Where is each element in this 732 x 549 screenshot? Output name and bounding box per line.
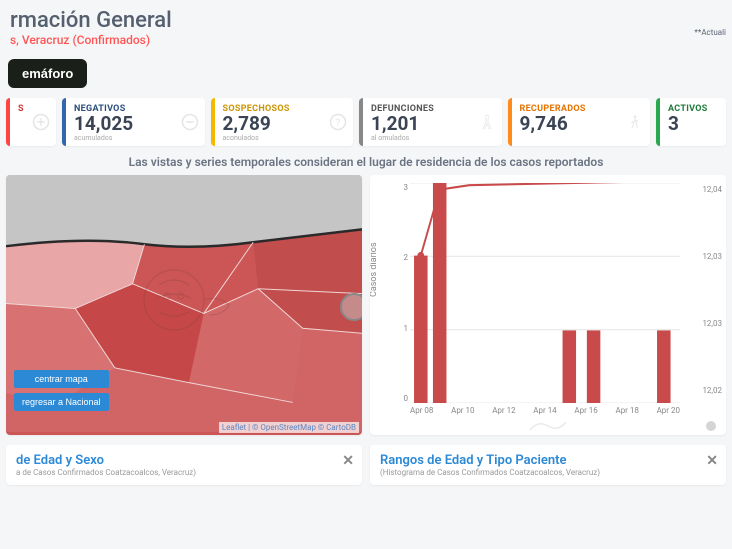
semaforo-button[interactable]: emáforo [8,59,87,88]
stat-card-recuperados[interactable]: RECUPERADOS 9,746 [508,98,651,146]
histogram-subtitle: a de Casos Confirmados Coatzacoalcos, Ve… [16,468,352,477]
stat-row: S NEGATIVOS 14,025 acumulados SOSPECHOSO… [0,88,732,152]
chart-svg [410,183,680,403]
stat-sub: acumulados [74,134,197,142]
question-icon: ? [329,113,347,131]
histogram-title: de Edad y Sexo [16,453,352,468]
walk-icon [626,113,644,131]
info-text: Las vistas y series temporales considera… [0,152,732,175]
stat-value: 3 [668,114,718,134]
center-map-button[interactable]: centrar mapa [14,370,109,388]
svg-text:?: ? [336,116,341,129]
back-national-button[interactable]: regresar a Nacional [14,393,109,411]
magnify-overlay-icon [336,289,362,329]
map-panel[interactable]: centrar mapa regresar a Nacional Leaflet… [6,175,362,435]
stat-value: 1,201 [371,114,494,134]
chart-panel[interactable]: Casos diarios 3 2 1 0 12,04 12,03 12,03 … [370,175,726,435]
stat-card-confirmados[interactable]: S [6,98,56,146]
update-note: **Actuali [694,28,726,37]
watermark-icon [129,260,239,350]
histogram-card-edad-paciente[interactable]: Rangos de Edad y Tipo Paciente (Histogra… [370,445,726,485]
close-icon[interactable]: ✕ [706,453,718,469]
stat-card-activos[interactable]: ACTIVOS 3 [656,98,726,146]
stat-card-sospechosos[interactable]: SOSPECHOSOS 2,789 aconulados ? [211,98,354,146]
histogram-card-edad-sexo[interactable]: de Edad y Sexo a de Casos Confirmados Co… [6,445,362,485]
map-attribution: Leaflet | © OpenStreetMap © CartoDB [219,422,359,433]
minus-icon [181,113,199,131]
stat-sub: al omulados [371,134,494,142]
stat-value: 9,746 [520,114,643,134]
plus-icon [32,113,50,131]
histogram-subtitle: (Histograma de Casos Confirmados Coatzac… [380,468,716,477]
stat-value: 2,789 [223,114,346,134]
stat-value: 14,025 [74,114,197,134]
stat-card-defunciones[interactable]: DEFUNCIONES 1,201 al omulados [359,98,502,146]
chart-scrubber-handle[interactable] [706,421,716,431]
chart-x-ticks: Apr 08 Apr 10 Apr 12 Apr 14 Apr 16 Apr 1… [410,406,680,415]
histogram-title: Rangos de Edad y Tipo Paciente [380,453,716,468]
stat-card-negativos[interactable]: NEGATIVOS 14,025 acumulados [62,98,205,146]
page-title: rmación General [10,8,732,33]
close-icon[interactable]: ✕ [342,453,354,469]
chart-range-icon[interactable] [528,418,568,432]
page-subtitle: s, Veracruz (Confirmados) [10,33,732,47]
ribbon-icon [478,113,496,131]
stat-sub: aconulados [223,134,346,142]
